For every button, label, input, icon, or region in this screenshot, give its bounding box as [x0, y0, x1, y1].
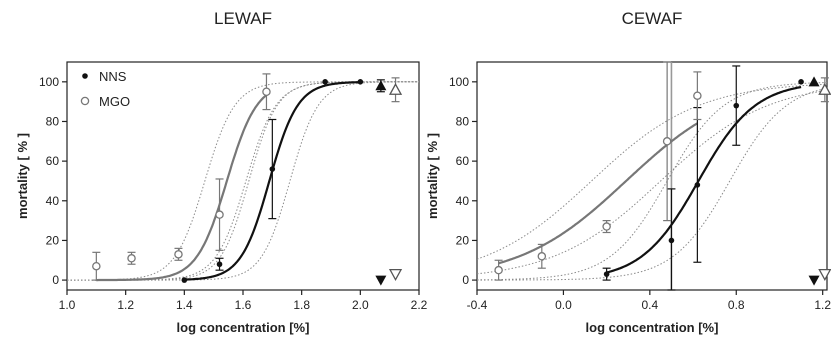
data-point: [182, 277, 188, 283]
y-tick-label: 20: [46, 233, 60, 247]
data-point: [93, 263, 100, 270]
confidence-band-nns-1: [67, 82, 419, 280]
legend-marker-nns: [82, 73, 88, 79]
series-nns: [182, 79, 387, 286]
legend-marker-mgo: [81, 97, 88, 104]
confidence-band-mgo-0: [477, 84, 827, 259]
data-point: [669, 238, 675, 244]
plot-frame: [477, 62, 827, 290]
reference-triangle-up: [809, 76, 820, 86]
plot-area: [67, 82, 419, 280]
x-tick-label: 2.0: [352, 298, 369, 312]
y-tick-label: 0: [462, 273, 469, 287]
confidence-band-nns-0: [477, 83, 827, 280]
series-nns: [603, 66, 820, 290]
control-triangle-down: [375, 276, 386, 286]
data-point: [217, 261, 223, 267]
y-tick-label: 20: [456, 233, 470, 247]
data-point: [216, 211, 223, 218]
data-point: [495, 267, 502, 274]
data-point: [733, 103, 739, 109]
y-tick-label: 80: [456, 114, 470, 128]
data-point: [358, 79, 364, 85]
data-point: [128, 255, 135, 262]
x-tick-label: 2.2: [411, 298, 428, 312]
chart-panel-0: LEWAF 1.0 1.2 1.4 1.6 1.8 2.0 2.2 0 20 40 60 80 100 lo…: [15, 9, 428, 335]
confidence-band-mgo-0: [67, 82, 419, 280]
y-tick-label: 100: [39, 75, 59, 89]
x-tick-label: 1.2: [814, 298, 831, 312]
data-point: [603, 223, 610, 230]
chart-title: LEWAF: [214, 9, 272, 28]
control-triangle-down: [819, 270, 830, 280]
confidence-band-mgo-1: [67, 82, 419, 280]
control-triangle-down: [390, 270, 401, 280]
reference-triangle-up: [819, 84, 830, 94]
x-tick-label: 0.0: [555, 298, 572, 312]
data-point: [604, 271, 610, 277]
legend: NNS MGO: [81, 69, 130, 109]
chart-panel-1: CEWAF -0.4 0.0 0.4 0.8 1.2 0 20 40 60 80 100 log con…: [425, 9, 831, 335]
data-point: [270, 166, 276, 172]
y-tick-label: 60: [46, 154, 60, 168]
data-point: [322, 79, 328, 85]
x-tick-label: 1.6: [235, 298, 252, 312]
data-point: [175, 251, 182, 258]
x-tick-label: 1.2: [117, 298, 134, 312]
data-point: [538, 253, 545, 260]
reference-triangle-up: [390, 84, 401, 94]
series-mgo: [495, 62, 831, 280]
y-axis-label: mortality [ % ]: [15, 133, 30, 219]
fit-curve-nns: [607, 87, 802, 272]
plot-area: [477, 62, 827, 290]
x-tick-label: 0.8: [728, 298, 745, 312]
x-tick-label: 0.4: [641, 298, 658, 312]
legend-label: MGO: [99, 94, 130, 109]
data-point: [694, 92, 701, 99]
x-axis-label: log concentration [%]: [586, 320, 719, 335]
x-tick-label: -0.4: [467, 298, 488, 312]
data-point: [263, 88, 270, 95]
y-tick-label: 60: [456, 154, 470, 168]
y-tick-label: 40: [456, 194, 470, 208]
x-tick-label: 1.4: [176, 298, 193, 312]
data-point: [664, 138, 671, 145]
y-tick-label: 0: [52, 273, 59, 287]
chart-title: CEWAF: [622, 9, 683, 28]
y-tick-label: 80: [46, 114, 60, 128]
y-tick-label: 100: [449, 75, 469, 89]
data-point: [695, 182, 701, 188]
y-axis-label: mortality [ % ]: [425, 133, 440, 219]
data-point: [798, 79, 804, 85]
control-triangle-down: [809, 276, 820, 286]
x-axis-label: log concentration [%]: [177, 320, 310, 335]
y-tick-label: 40: [46, 194, 60, 208]
confidence-band-nns-0: [67, 82, 419, 280]
x-tick-label: 1.8: [293, 298, 310, 312]
x-tick-label: 1.0: [59, 298, 76, 312]
legend-label: NNS: [99, 69, 127, 84]
